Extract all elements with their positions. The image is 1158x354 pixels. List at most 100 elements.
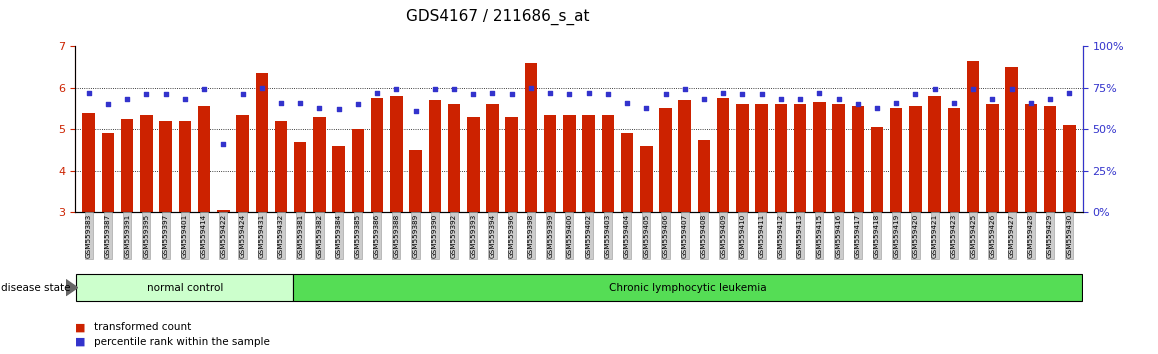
Text: GSM559388: GSM559388 [394, 213, 400, 258]
Text: GSM559384: GSM559384 [336, 213, 342, 258]
Text: GSM559399: GSM559399 [548, 213, 554, 258]
Text: normal control: normal control [147, 282, 223, 293]
Bar [409, 150, 422, 212]
Bar [140, 115, 153, 212]
Text: GSM559392: GSM559392 [450, 213, 457, 258]
Bar [755, 104, 768, 212]
Bar [448, 104, 460, 212]
Bar [294, 142, 307, 212]
Bar [102, 133, 115, 212]
Point [925, 86, 944, 92]
Text: disease state: disease state [1, 282, 71, 293]
Bar [120, 119, 133, 212]
Text: GSM559409: GSM559409 [720, 213, 726, 258]
Point [214, 141, 233, 147]
Point [252, 85, 271, 91]
Bar [236, 115, 249, 212]
Polygon shape [66, 280, 78, 296]
Text: GSM559400: GSM559400 [566, 213, 572, 258]
Point [425, 86, 444, 92]
Point [176, 96, 195, 102]
Point [1003, 86, 1021, 92]
Text: GSM559406: GSM559406 [662, 213, 668, 258]
Text: GSM559415: GSM559415 [816, 213, 822, 258]
Bar [987, 104, 998, 212]
Text: GSM559431: GSM559431 [258, 213, 265, 258]
Bar [467, 117, 479, 212]
Bar [332, 146, 345, 212]
Point [195, 86, 213, 92]
Bar [563, 115, 576, 212]
Text: GSM559420: GSM559420 [913, 213, 918, 258]
Text: Chronic lymphocytic leukemia: Chronic lymphocytic leukemia [609, 282, 767, 293]
Text: GSM559393: GSM559393 [470, 213, 476, 258]
Bar [390, 96, 403, 212]
Point [137, 91, 155, 97]
Bar [544, 115, 556, 212]
Bar [794, 104, 806, 212]
Text: GSM559382: GSM559382 [316, 213, 322, 258]
Point [1041, 96, 1060, 102]
Text: GSM559390: GSM559390 [432, 213, 438, 258]
Text: GSM559407: GSM559407 [682, 213, 688, 258]
Point [945, 100, 963, 105]
Text: GSM559414: GSM559414 [201, 213, 207, 258]
Point [291, 100, 309, 105]
Bar [679, 100, 691, 212]
Point [387, 86, 405, 92]
Bar [602, 115, 614, 212]
Text: GSM559418: GSM559418 [874, 213, 880, 258]
Bar [1063, 125, 1076, 212]
Bar [851, 106, 864, 212]
Bar [1025, 104, 1038, 212]
Point [695, 96, 713, 102]
Text: GSM559417: GSM559417 [855, 213, 860, 258]
Point [464, 91, 483, 97]
Text: GSM559430: GSM559430 [1067, 213, 1072, 258]
Bar [505, 117, 518, 212]
Bar [659, 108, 672, 212]
Text: GSM559428: GSM559428 [1028, 213, 1034, 258]
Point [521, 85, 540, 91]
Text: GSM559413: GSM559413 [797, 213, 804, 258]
Bar [256, 73, 267, 212]
Bar [82, 113, 95, 212]
Bar [217, 210, 229, 212]
Text: GSM559419: GSM559419 [893, 213, 900, 258]
Text: GSM559412: GSM559412 [778, 213, 784, 258]
Point [560, 91, 579, 97]
Text: GSM559403: GSM559403 [604, 213, 610, 258]
Text: GSM559391: GSM559391 [124, 213, 130, 258]
Bar [736, 104, 749, 212]
Point [118, 96, 137, 102]
Point [98, 102, 117, 107]
Text: GSM559429: GSM559429 [1047, 213, 1053, 258]
Point [80, 90, 98, 96]
Point [963, 86, 982, 92]
Text: GSM559381: GSM559381 [298, 213, 303, 258]
Text: GSM559398: GSM559398 [528, 213, 534, 258]
Bar [198, 106, 211, 212]
Bar [274, 121, 287, 212]
Bar [833, 104, 845, 212]
Text: GSM559386: GSM559386 [374, 213, 380, 258]
Bar [428, 100, 441, 212]
Point [657, 91, 675, 97]
Point [887, 100, 906, 105]
Bar [178, 121, 191, 212]
Point [1060, 90, 1078, 96]
Point [579, 90, 598, 96]
Point [445, 86, 463, 92]
Text: GSM559387: GSM559387 [105, 213, 111, 258]
Bar [967, 61, 980, 212]
Bar [352, 129, 364, 212]
Text: GSM559405: GSM559405 [644, 213, 650, 258]
Point [714, 90, 733, 96]
Bar [947, 108, 960, 212]
Point [983, 96, 1002, 102]
Text: GSM559389: GSM559389 [412, 213, 418, 258]
Text: GSM559411: GSM559411 [758, 213, 764, 258]
Bar [813, 102, 826, 212]
Text: GSM559383: GSM559383 [86, 213, 91, 258]
Bar [1043, 106, 1056, 212]
